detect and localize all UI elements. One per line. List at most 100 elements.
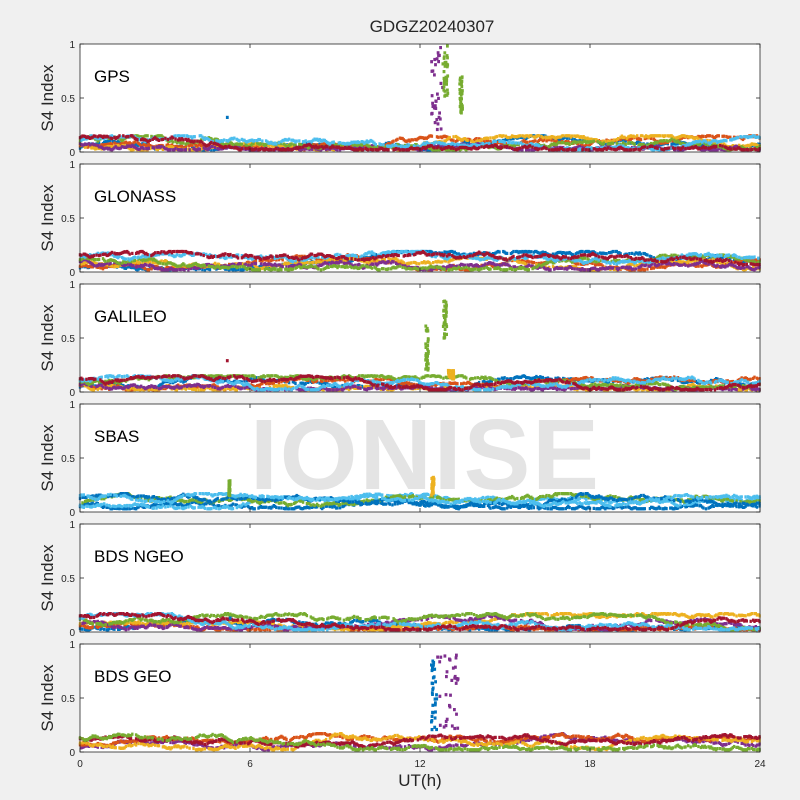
data-point (122, 134, 124, 137)
data-point (187, 268, 189, 271)
data-point (172, 136, 174, 139)
data-point (743, 148, 745, 151)
data-point (644, 268, 646, 271)
data-point (530, 134, 532, 137)
data-point (305, 139, 307, 142)
y-axis-title: S4 Index (38, 64, 57, 132)
data-point (511, 147, 513, 150)
data-point (538, 147, 540, 150)
data-point (673, 262, 675, 265)
data-point (400, 145, 402, 148)
panel-label: GPS (94, 67, 130, 86)
data-point (375, 143, 377, 146)
data-point (438, 111, 441, 114)
data-point (260, 262, 262, 265)
data-point (690, 264, 692, 267)
data-point (723, 135, 725, 138)
data-point (631, 252, 633, 255)
data-point (275, 147, 277, 150)
data-point (498, 250, 500, 253)
data-point (709, 134, 711, 137)
data-point (659, 134, 661, 137)
data-point (542, 136, 544, 139)
data-point (612, 266, 614, 269)
data-point (646, 253, 648, 256)
data-point (275, 264, 277, 267)
data-point (646, 146, 648, 149)
data-point (459, 92, 462, 95)
data-point (664, 134, 666, 137)
data-point (180, 268, 182, 271)
data-point (438, 116, 441, 119)
data-point (93, 264, 95, 267)
data-point (162, 138, 164, 141)
data-point (329, 258, 331, 261)
data-point (408, 143, 410, 146)
data-point (399, 148, 401, 151)
data-point (433, 73, 436, 76)
data-point (626, 148, 628, 151)
data-point (531, 146, 533, 149)
data-point (432, 261, 434, 264)
data-point (496, 135, 498, 138)
data-point (633, 135, 635, 138)
data-point (245, 147, 247, 150)
data-point (395, 147, 397, 150)
data-point (132, 264, 134, 267)
data-point (292, 148, 294, 151)
data-point (210, 141, 212, 144)
data-point (558, 141, 560, 144)
panel-2: 00.51S4 Index GLONASS (38, 160, 761, 279)
data-point (435, 141, 437, 144)
data-point (436, 57, 439, 60)
data-point (603, 142, 605, 145)
data-point (612, 142, 614, 145)
data-point (737, 136, 739, 139)
data-point (446, 89, 449, 92)
data-point (480, 138, 482, 141)
data-point (449, 136, 451, 139)
data-point (581, 250, 583, 253)
data-point (576, 141, 578, 144)
data-point (684, 147, 686, 150)
data-point (403, 148, 405, 151)
data-point (436, 93, 439, 96)
data-point (431, 135, 433, 138)
data-point (387, 148, 389, 151)
data-point (430, 60, 433, 63)
data-point (153, 147, 155, 150)
data-point (635, 267, 637, 270)
data-point (312, 261, 314, 264)
data-point (182, 138, 184, 141)
data-point (667, 140, 669, 143)
data-point (183, 268, 185, 271)
data-point (549, 268, 551, 271)
data-point (172, 140, 174, 143)
data-point (538, 134, 540, 137)
data-point (705, 146, 707, 149)
data-point (134, 140, 136, 143)
data-point (658, 263, 660, 266)
data-point (261, 139, 263, 142)
data-point (239, 262, 241, 265)
data-point (459, 110, 462, 113)
data-point (278, 141, 280, 144)
data-point (574, 267, 576, 270)
data-point (299, 146, 301, 149)
data-point (209, 268, 211, 271)
data-point (651, 145, 653, 148)
data-point (684, 264, 686, 267)
y-tick-label: 0 (69, 148, 75, 159)
data-point (743, 266, 745, 269)
data-point (437, 60, 440, 63)
data-point (439, 46, 442, 49)
data-point (487, 137, 489, 140)
data-point (412, 138, 414, 141)
data-point (403, 261, 405, 264)
data-point (255, 262, 257, 265)
data-point (433, 58, 436, 61)
data-point (751, 148, 753, 151)
data-point (340, 260, 342, 263)
data-point (515, 141, 517, 144)
data-point (231, 146, 233, 149)
